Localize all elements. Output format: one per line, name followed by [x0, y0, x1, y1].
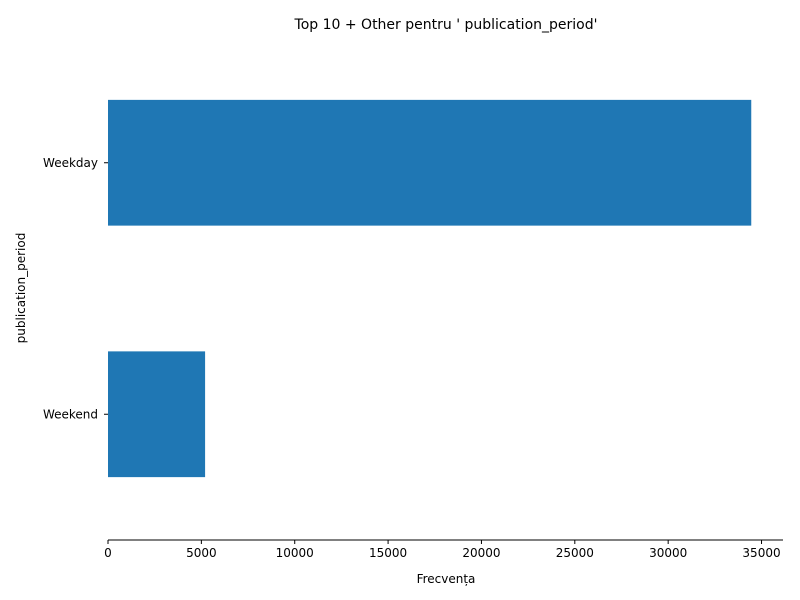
y-axis-ticks: Weekday Weekend	[43, 156, 108, 421]
x-tick-label: 35000	[742, 546, 780, 560]
x-axis-ticks: 0 5000 10000 15000 20000 25000 30000 35000	[104, 540, 781, 560]
chart-title: Top 10 + Other pentru ' publication_peri…	[294, 17, 598, 33]
y-tick-label: Weekend	[43, 407, 98, 421]
y-axis-label: publication_period	[14, 233, 28, 344]
y-tick-label: Weekday	[43, 156, 98, 170]
x-tick-label: 0	[104, 546, 112, 560]
x-axis-label: Frecvența	[417, 572, 476, 586]
x-tick-label: 15000	[369, 546, 407, 560]
bar-weekend	[108, 351, 206, 478]
x-tick-label: 10000	[276, 546, 314, 560]
x-tick-label: 30000	[649, 546, 687, 560]
plot-area	[108, 99, 752, 478]
bar-weekday	[108, 99, 752, 226]
x-tick-label: 25000	[556, 546, 594, 560]
x-tick-label: 5000	[186, 546, 217, 560]
x-tick-label: 20000	[462, 546, 500, 560]
